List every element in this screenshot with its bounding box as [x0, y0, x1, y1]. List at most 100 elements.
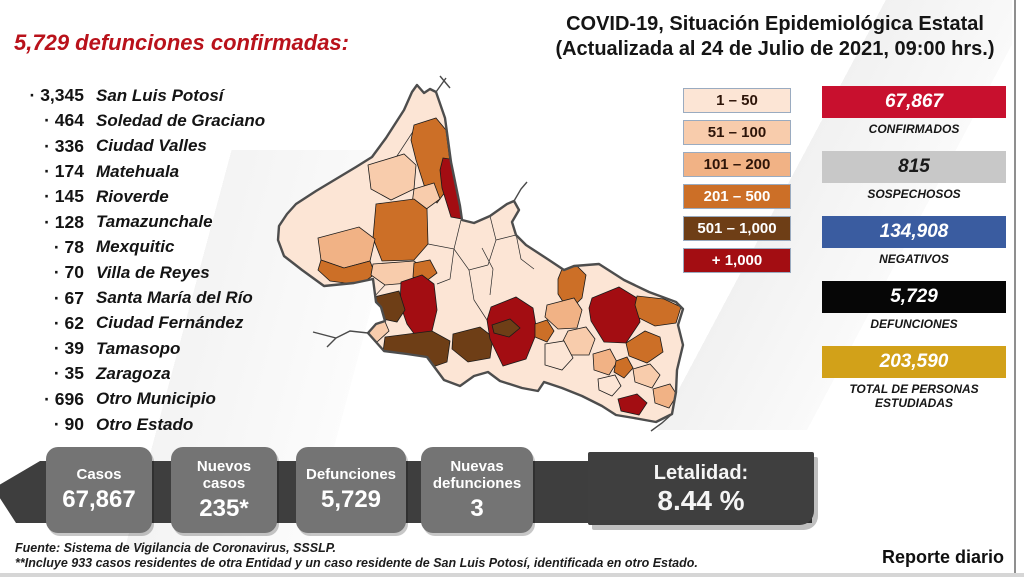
- slide-right-edge: [1014, 0, 1016, 577]
- stat-value-box: 203,590: [822, 346, 1006, 378]
- report-type-label: Reporte diario: [881, 547, 1004, 567]
- list-item: 174 Matehuala: [16, 159, 265, 184]
- legend-label: 51 – 100: [707, 124, 767, 141]
- stat-sospechosos: 815 SOSPECHOSOS: [822, 151, 1006, 201]
- stat-label: DEFUNCIONES: [870, 317, 958, 331]
- stat-value-box: 67,867: [822, 86, 1006, 118]
- list-item: 39 Tamasopo: [16, 336, 265, 361]
- stat-value: 203,590: [879, 351, 949, 372]
- list-item: 3,345 San Luis Potosí: [16, 83, 265, 108]
- municipality-region: [382, 330, 451, 371]
- bottom-stat-label: Defunciones: [305, 466, 396, 483]
- stat-value: 5,729: [890, 286, 938, 307]
- legend-label: + 1,000: [711, 252, 763, 269]
- death-count: 174: [16, 161, 84, 182]
- bottom-stat-value: 67,867: [62, 486, 136, 513]
- list-item: 70 Villa de Reyes: [16, 260, 265, 285]
- stat-negativos: 134,908 NEGATIVOS: [822, 216, 1006, 266]
- municipality-region: [592, 348, 618, 376]
- municipality-name: Mexquitic: [96, 237, 175, 257]
- bottom-stat-label: Casos: [76, 466, 122, 483]
- death-count: 78: [16, 237, 84, 258]
- death-count: 145: [16, 186, 84, 207]
- legend-item: 101 – 200: [683, 152, 791, 177]
- stat-total-estudiadas: 203,590 TOTAL DE PERSONAS ESTUDIADAS: [822, 346, 1006, 410]
- death-count: 67: [16, 288, 84, 309]
- death-count: 336: [16, 136, 84, 157]
- municipality-name: Rioverde: [96, 186, 169, 206]
- municipality-region: [534, 319, 555, 343]
- stat-value-box: 134,908: [822, 216, 1006, 248]
- lethality-label: Letalidad:: [653, 461, 749, 484]
- list-item: 62 Ciudad Fernández: [16, 311, 265, 336]
- slide-bottom-edge: [0, 573, 1024, 577]
- legend-label: 501 – 1,000: [697, 220, 777, 237]
- list-item: 67 Santa María del Río: [16, 285, 265, 310]
- stat-label: TOTAL DE PERSONAS ESTUDIADAS: [849, 382, 979, 410]
- municipality-name: Tamasopo: [96, 338, 181, 358]
- death-count: 696: [16, 389, 84, 410]
- list-item: 145 Rioverde: [16, 184, 265, 209]
- legend-item: 201 – 500: [683, 184, 791, 209]
- boundary-tail: [312, 330, 369, 348]
- municipality-name: Matehuala: [96, 161, 180, 181]
- legend-label: 201 – 500: [703, 188, 771, 205]
- stat-value: 815: [898, 156, 930, 177]
- page-title: COVID-19, Situación Epidemiológica Estat…: [536, 12, 1014, 62]
- municipality-name: Tamazunchale: [96, 212, 213, 232]
- municipality-region: [617, 393, 648, 416]
- state-outline: [276, 83, 685, 424]
- death-count: 128: [16, 212, 84, 233]
- municipality-region: [632, 363, 661, 389]
- death-count: 70: [16, 262, 84, 283]
- stat-value: 134,908: [879, 221, 949, 242]
- municipality-region: [625, 330, 664, 364]
- stat-label: CONFIRMADOS: [868, 122, 960, 136]
- municipality-region: [491, 318, 521, 338]
- municipality-name: Ciudad Valles: [96, 136, 207, 156]
- list-item: 78 Mexquitic: [16, 235, 265, 260]
- legend-item: + 1,000: [683, 248, 791, 273]
- stat-value: 67,867: [884, 91, 944, 112]
- map-legend: 1 – 50 51 – 100 101 – 200 201 – 500 501 …: [683, 88, 791, 273]
- municipality-name: Zaragoza: [96, 363, 171, 383]
- municipality-name: Otro Estado: [96, 414, 194, 434]
- stat-confirmados: 67,867 CONFIRMADOS: [822, 86, 1006, 136]
- legend-label: 101 – 200: [703, 156, 771, 173]
- municipality-region: [451, 326, 494, 363]
- stat-label: SOSPECHOSOS: [867, 187, 961, 201]
- bottom-stat-label: Nuevos casos: [196, 457, 252, 492]
- page-title-line1: COVID-19, Situación Epidemiológica Estat…: [566, 13, 984, 35]
- bottom-stat-value: 3: [470, 494, 484, 522]
- stat-defunciones: 5,729 DEFUNCIONES: [822, 281, 1006, 331]
- municipality-region: [544, 297, 583, 330]
- legend-item: 501 – 1,000: [683, 216, 791, 241]
- death-count: 3,345: [16, 85, 84, 106]
- list-item: 90 Otro Estado: [16, 412, 265, 437]
- municipality-region: [597, 374, 622, 397]
- san-luis-potosi-map: [276, 75, 685, 432]
- list-item: 35 Zaragoza: [16, 361, 265, 386]
- lethality-box: Letalidad: 8.44 %: [588, 452, 814, 525]
- municipality-region: [613, 356, 634, 379]
- list-item: 464 Soledad de Graciano: [16, 108, 265, 133]
- municipality-name: San Luis Potosí: [96, 85, 224, 105]
- bottom-stat-value: 5,729: [320, 486, 382, 513]
- list-item: 696 Otro Municipio: [16, 387, 265, 412]
- bottom-stat-casos: Casos 67,867: [46, 447, 152, 533]
- lethality-value: 8.44 %: [657, 484, 745, 516]
- municipality-region: [410, 117, 451, 204]
- bottom-stat-value: 235*: [199, 494, 249, 522]
- municipality-regions: [278, 85, 683, 422]
- state-summary-stats: 67,867 CONFIRMADOS 815 SOSPECHOSOS 134,9…: [822, 86, 1006, 425]
- death-count: 39: [16, 338, 84, 359]
- death-count: 464: [16, 110, 84, 131]
- municipality-name: Otro Municipio: [96, 389, 216, 409]
- legend-item: 51 – 100: [683, 120, 791, 145]
- legend-label: 1 – 50: [716, 92, 758, 109]
- municipality-name: Villa de Reyes: [96, 262, 210, 282]
- stat-value-box: 5,729: [822, 281, 1006, 313]
- municipality-region: [544, 340, 574, 371]
- list-item: 128 Tamazunchale: [16, 209, 265, 234]
